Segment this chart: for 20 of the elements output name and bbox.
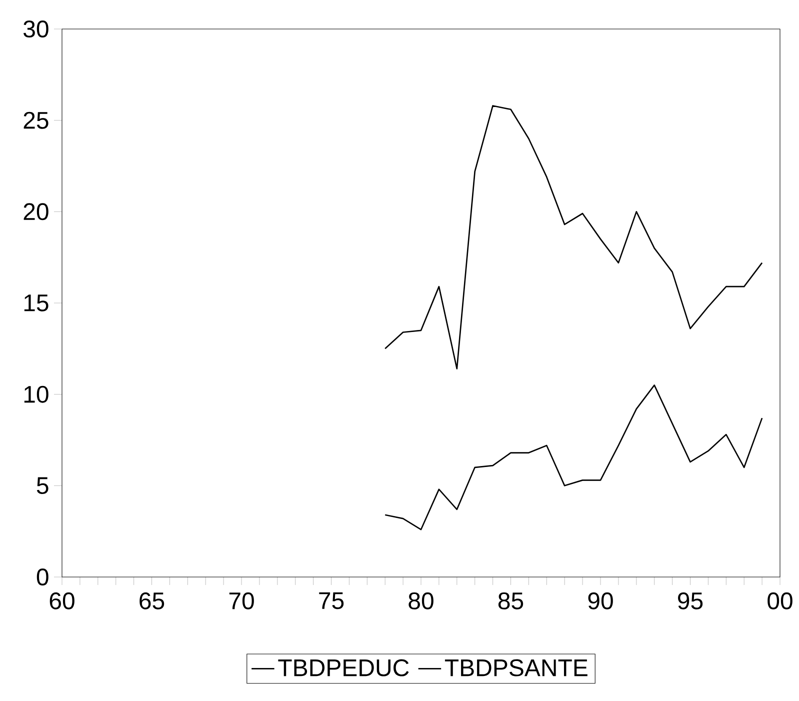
x-tick-label: 65 [140,592,164,610]
y-tick-label: 25 [24,112,48,129]
y-tick-label: 15 [24,294,48,312]
y-tick-label: 0 [36,568,48,586]
legend-label: TBDPEDUC [278,659,409,676]
x-tick-label: 70 [229,592,254,610]
y-tick-label: 20 [24,203,48,220]
x-tick-label: 80 [408,592,434,610]
y-tick-label: 5 [36,477,48,494]
x-tick-label: 60 [50,592,74,610]
x-tick-label: 75 [319,592,344,610]
x-tick-label: 90 [588,592,613,610]
y-tick-label: 10 [24,386,48,403]
x-tick-label: 95 [678,592,703,610]
line-series [384,105,763,370]
legend-label: TBDPSANTE [444,659,588,676]
y-tick-label: 30 [24,20,48,38]
line-series [384,384,763,530]
x-tick-label: 00 [768,592,792,610]
x-tick-label: 85 [498,592,524,610]
